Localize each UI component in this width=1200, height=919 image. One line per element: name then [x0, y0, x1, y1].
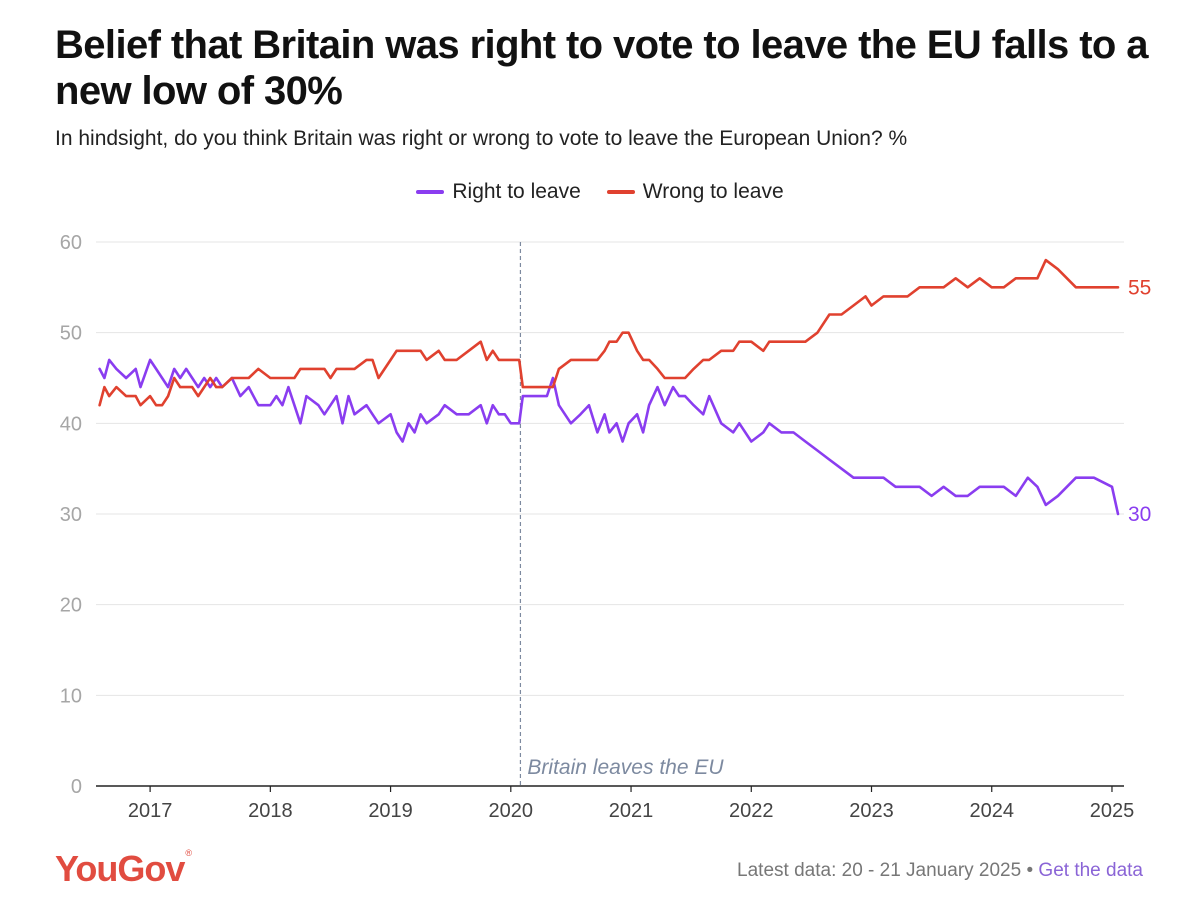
x-tick-label-2017: 2017: [128, 800, 173, 822]
x-tick-label-2021: 2021: [609, 800, 654, 822]
series-line-right-to-leave: [98, 358, 1120, 516]
y-tick-label-0: 0: [71, 776, 82, 798]
yougov-logo: YouGov®: [55, 848, 192, 890]
logo-registered-mark: ®: [185, 848, 192, 858]
end-label-right-to-leave: 30: [1128, 503, 1151, 526]
logo-text: YouGov: [55, 848, 185, 889]
y-tick-label-60: 60: [60, 232, 82, 254]
legend-swatch-wrong: [606, 190, 635, 194]
chart-legend: Right to leave Wrong to leave: [0, 180, 1200, 204]
series-line-wrong-to-leave: [98, 258, 1120, 407]
legend-item-right: Right to leave: [416, 180, 581, 204]
y-tick-label-40: 40: [60, 413, 82, 435]
footer: Latest data: 20 - 21 January 2025 • Get …: [737, 860, 1143, 882]
x-tick-label-2022: 2022: [729, 800, 774, 822]
y-tick-label-20: 20: [60, 595, 82, 617]
chart-title: Belief that Britain was right to vote to…: [55, 23, 1149, 113]
footer-separator: •: [1026, 860, 1034, 881]
legend-label-wrong: Wrong to leave: [642, 180, 784, 203]
x-tick-label-2019: 2019: [368, 800, 413, 822]
x-tick-label-2018: 2018: [248, 800, 293, 822]
x-tick-label-2020: 2020: [489, 800, 534, 822]
end-label-wrong-to-leave: 55: [1128, 276, 1151, 299]
legend-label-right: Right to leave: [452, 180, 581, 203]
legend-swatch-right: [416, 190, 445, 194]
y-tick-label-50: 50: [60, 323, 82, 345]
x-tick-label-2023: 2023: [849, 800, 894, 822]
y-tick-label-30: 30: [60, 504, 82, 526]
get-data-link[interactable]: Get the data: [1038, 860, 1143, 881]
legend-item-wrong: Wrong to leave: [606, 180, 784, 204]
annotation-label: Britain leaves the EU: [527, 756, 724, 779]
latest-data-text: Latest data: 20 - 21 January 2025: [737, 860, 1022, 881]
y-tick-label-10: 10: [60, 685, 82, 707]
x-tick-label-2024: 2024: [969, 800, 1014, 822]
chart-subtitle: In hindsight, do you think Britain was r…: [55, 127, 908, 150]
x-tick-label-2025: 2025: [1090, 800, 1135, 822]
